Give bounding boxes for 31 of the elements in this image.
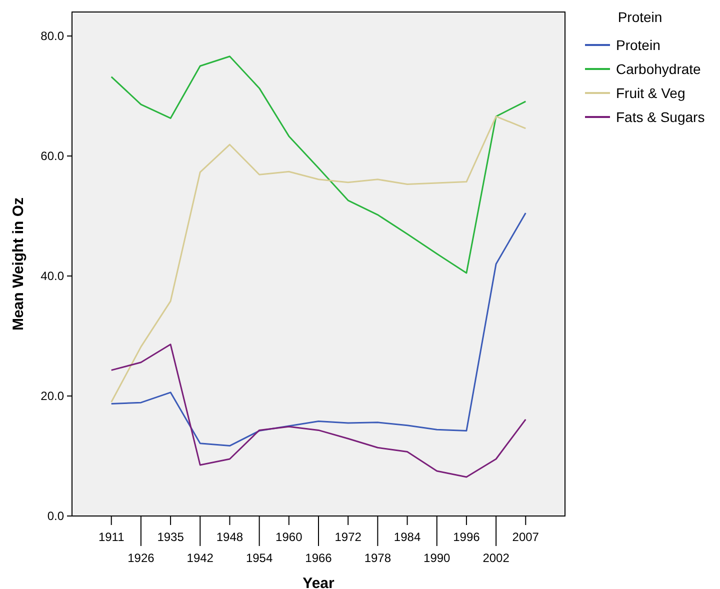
x-tick-label: 1926 [128,551,155,565]
legend-label: Fruit & Veg [616,84,686,101]
x-tick-label: 1972 [334,530,362,544]
line-series [110,344,526,478]
line-series [110,116,526,403]
legend-label: Fats & Sugars [616,108,705,125]
x-tick-label: 1935 [157,530,184,544]
legend-label: Carbohydrate [616,60,702,77]
x-tick-label: 2002 [482,551,510,565]
legend-label: Protein [616,36,660,53]
y-axis-title: Mean Weight in Oz [10,197,27,331]
x-tick-label: 1948 [216,530,244,544]
x-tick-label: 1911 [98,530,125,544]
legend-title: Protein [618,9,662,25]
y-tick-label: 60.0 [40,149,64,164]
x-tick-label: 1954 [246,551,273,565]
x-axis-title: Year [302,575,335,589]
line-series [110,212,526,447]
x-tick-label: 1942 [186,551,214,565]
x-tick-label: 1990 [424,551,451,565]
y-tick-label: 0.0 [47,509,64,524]
y-tick-label: 20.0 [40,389,64,404]
y-tick-label: 40.0 [40,269,64,284]
x-tick-label: 1960 [276,530,303,544]
x-tick-label: 1978 [364,551,392,565]
y-tick-label: 80.0 [40,29,64,44]
line-series [110,56,526,274]
x-tick-label: 1966 [305,551,332,565]
x-tick-label: 1996 [453,530,480,544]
x-tick-label: 2007 [512,530,540,544]
x-tick-label: 1984 [394,530,421,544]
